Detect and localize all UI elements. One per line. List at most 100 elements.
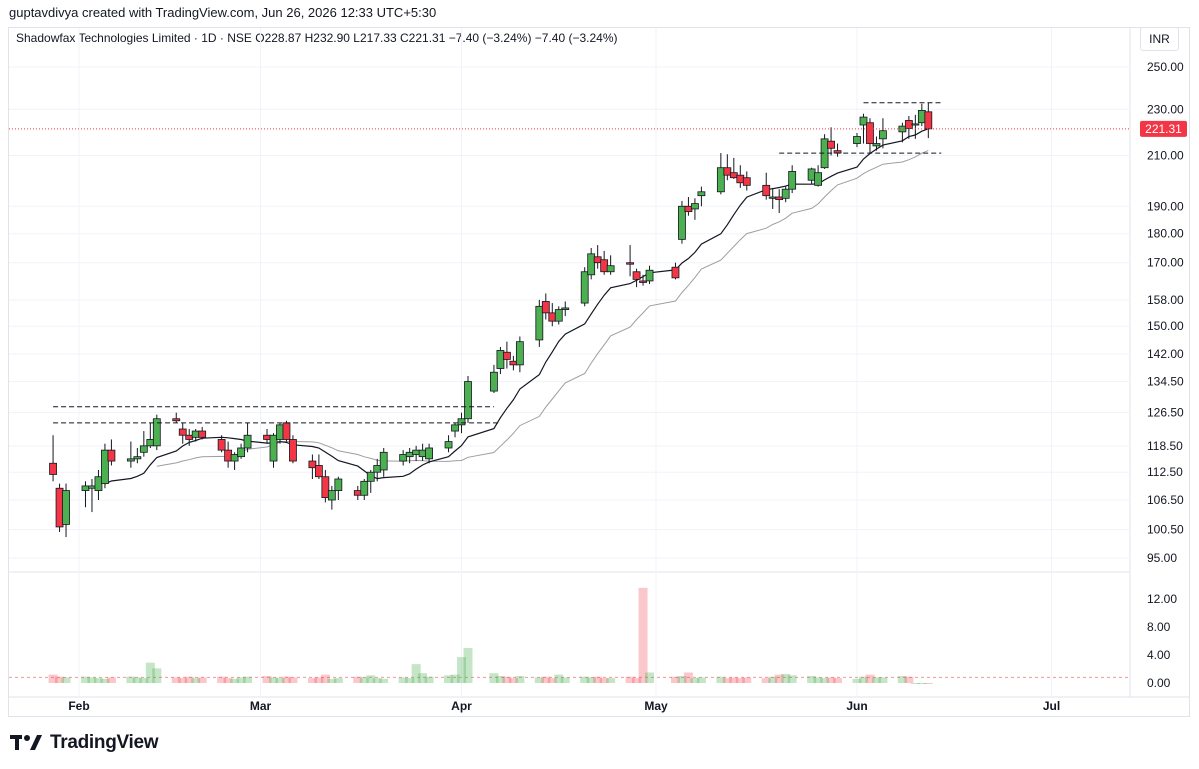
candle-body [178,428,187,436]
volume-bar [230,678,240,683]
volume-bar [690,678,700,683]
volume-bar [722,678,732,683]
volume-bar [93,678,103,683]
volume-bar [191,678,201,683]
volume-bar [275,678,285,683]
volume-bar [547,678,557,683]
price-tick-label: 250.00 [1147,60,1184,74]
volume-bar [677,676,687,683]
volume-tick-label: 8.00 [1147,620,1171,634]
candle-body [768,196,777,199]
volume-bar [55,676,65,683]
candle-body [107,449,116,462]
candle-body [788,171,797,190]
candle-body [451,424,459,432]
volume-bar [534,677,544,683]
volume-bar [281,676,291,683]
volume-bar [858,676,868,683]
candle-body [146,439,155,447]
last-price-badge [1140,120,1187,137]
volume-bar [262,676,272,683]
symbol-legend[interactable]: Shadowfax Technologies Limited · 1D · NS… [16,31,618,45]
volume-bar [139,678,149,683]
volume-tick-label: 0.00 [1147,676,1171,690]
volume-bar [606,678,616,683]
candle-body [185,434,194,440]
candle-body [911,123,920,126]
candle-body [898,125,907,133]
moving-average-fast-line [104,128,929,485]
candle-body [276,424,284,440]
volume-bar [80,676,90,683]
volume-bar [645,672,655,683]
chart-author-line: guptavdivya created with TradingView.com… [9,5,437,20]
price-tick-label: 106.50 [1147,493,1184,507]
volume-bar [379,678,389,683]
volume-bar [742,677,752,683]
volume-bar [813,677,823,683]
volume-bar [910,683,920,684]
price-tick-label: 95.00 [1147,551,1177,565]
volume-bar [217,676,227,683]
volume-bar [495,676,505,683]
volume-bar [593,676,603,683]
volume-bar [683,672,693,683]
volume-bar [411,664,421,683]
time-tick-label: Apr [451,699,472,713]
volume-bar [132,677,142,683]
candle-body [716,167,725,193]
candle-body [554,309,563,322]
candle-body [133,456,142,460]
candle-body [152,418,161,447]
candle-body [198,430,207,438]
volume-bar [359,677,369,683]
volume-bar [126,676,136,683]
candle-body [334,478,343,491]
volume-bar [327,678,337,683]
candle-body [490,371,498,392]
tradingview-logo-text: TradingView [50,732,159,753]
candle-body [425,447,434,460]
volume-bar [320,674,330,683]
candle-body [632,271,641,280]
volume-bar [632,678,642,683]
volume-bar [106,677,116,683]
candle-body [101,449,109,485]
candle-body [561,307,570,310]
candle-body [224,449,233,462]
candle-body [496,350,505,369]
volume-bar [333,678,343,683]
candle-body [418,449,427,458]
time-tick-label: May [644,699,668,713]
candle-body [866,122,874,144]
tradingview-logo[interactable]: TradingView [10,732,159,754]
time-tick-label: Feb [68,699,89,713]
price-tick-label: 126.50 [1147,406,1184,420]
candle-body [282,422,291,440]
candle-body [515,341,524,366]
volume-bar [314,677,324,683]
candle-body [457,418,466,426]
price-tick-label: 118.50 [1147,439,1183,453]
volume-bar [405,678,415,683]
volume-bar [100,678,110,683]
volume-bar [418,673,428,683]
volume-bar [774,674,784,683]
candle-body [289,439,297,462]
candle-body [405,451,414,458]
candle-body [781,188,790,199]
candle-body [360,480,369,496]
volume-bar [450,674,460,683]
currency-button[interactable]: INR [1140,27,1179,51]
time-tick-label: Jun [846,699,867,713]
volume-bar [444,675,454,683]
volume-bar [288,677,298,683]
candle-body [308,460,317,469]
candle-body [904,120,913,129]
price-tick-label: 190.00 [1147,199,1184,213]
candle-body [217,439,226,451]
candle-body [872,143,881,147]
volume-bar [48,674,58,683]
volume-bar [807,676,817,683]
